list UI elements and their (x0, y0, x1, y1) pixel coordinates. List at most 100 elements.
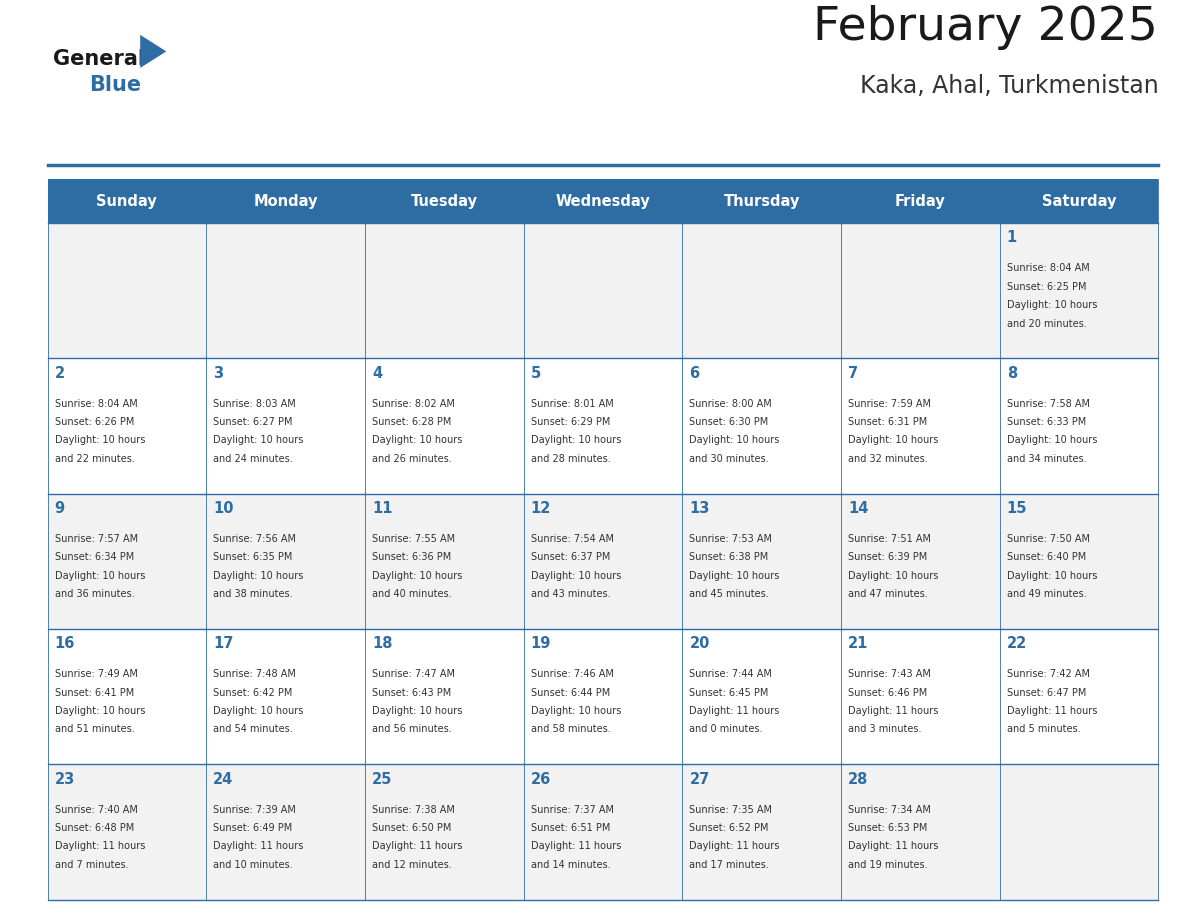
Text: Sunset: 6:30 PM: Sunset: 6:30 PM (689, 417, 769, 427)
Bar (841, 494, 999, 629)
Text: Sunrise: 8:04 AM: Sunrise: 8:04 AM (1006, 263, 1089, 274)
Text: and 24 minutes.: and 24 minutes. (214, 453, 293, 464)
Bar (999, 358, 1158, 494)
Bar (207, 179, 365, 223)
Text: Sunset: 6:37 PM: Sunset: 6:37 PM (531, 553, 611, 563)
Text: and 0 minutes.: and 0 minutes. (689, 724, 763, 734)
Bar (999, 179, 1158, 223)
Text: 7: 7 (848, 365, 858, 381)
Bar (524, 629, 682, 765)
Text: 10: 10 (214, 501, 234, 516)
Text: Sunset: 6:27 PM: Sunset: 6:27 PM (214, 417, 292, 427)
Text: February 2025: February 2025 (814, 6, 1158, 50)
Text: Sunrise: 7:49 AM: Sunrise: 7:49 AM (55, 669, 138, 679)
Bar (365, 179, 524, 223)
Text: Kaka, Ahal, Turkmenistan: Kaka, Ahal, Turkmenistan (860, 74, 1158, 98)
Text: Sunrise: 7:46 AM: Sunrise: 7:46 AM (531, 669, 613, 679)
Text: and 10 minutes.: and 10 minutes. (214, 860, 293, 869)
Text: Sunrise: 7:43 AM: Sunrise: 7:43 AM (848, 669, 931, 679)
Text: Daylight: 10 hours: Daylight: 10 hours (214, 571, 304, 581)
Text: Sunrise: 8:00 AM: Sunrise: 8:00 AM (689, 398, 772, 409)
Text: Sunrise: 7:42 AM: Sunrise: 7:42 AM (1006, 669, 1089, 679)
Text: Daylight: 10 hours: Daylight: 10 hours (531, 571, 621, 581)
Text: 17: 17 (214, 636, 234, 652)
Text: Daylight: 10 hours: Daylight: 10 hours (372, 571, 462, 581)
Bar (682, 179, 841, 223)
Text: Sunrise: 7:56 AM: Sunrise: 7:56 AM (214, 534, 296, 544)
Text: and 45 minutes.: and 45 minutes. (689, 589, 769, 599)
Text: 5: 5 (531, 365, 541, 381)
Text: Daylight: 10 hours: Daylight: 10 hours (55, 435, 145, 445)
Text: 28: 28 (848, 772, 868, 787)
Text: Daylight: 11 hours: Daylight: 11 hours (372, 842, 462, 851)
Text: Sunset: 6:49 PM: Sunset: 6:49 PM (214, 823, 292, 833)
Text: Thursday: Thursday (723, 194, 800, 208)
Text: Wednesday: Wednesday (556, 194, 650, 208)
Text: 6: 6 (689, 365, 700, 381)
Bar (524, 179, 682, 223)
Text: Sunrise: 8:01 AM: Sunrise: 8:01 AM (531, 398, 613, 409)
Text: and 5 minutes.: and 5 minutes. (1006, 724, 1080, 734)
Text: and 26 minutes.: and 26 minutes. (372, 453, 451, 464)
Text: Daylight: 10 hours: Daylight: 10 hours (55, 706, 145, 716)
Text: Sunset: 6:41 PM: Sunset: 6:41 PM (55, 688, 134, 698)
Bar (841, 765, 999, 900)
Text: Daylight: 11 hours: Daylight: 11 hours (848, 842, 939, 851)
Text: Daylight: 10 hours: Daylight: 10 hours (55, 571, 145, 581)
Text: Sunrise: 7:34 AM: Sunrise: 7:34 AM (848, 805, 931, 814)
Text: Sunrise: 7:59 AM: Sunrise: 7:59 AM (848, 398, 931, 409)
Bar (841, 358, 999, 494)
Text: and 14 minutes.: and 14 minutes. (531, 860, 611, 869)
Text: 23: 23 (55, 772, 75, 787)
Bar (682, 494, 841, 629)
Text: Daylight: 10 hours: Daylight: 10 hours (214, 435, 304, 445)
Text: Friday: Friday (895, 194, 946, 208)
Text: 16: 16 (55, 636, 75, 652)
Text: 15: 15 (1006, 501, 1028, 516)
Text: and 38 minutes.: and 38 minutes. (214, 589, 293, 599)
Bar (524, 358, 682, 494)
Text: and 20 minutes.: and 20 minutes. (1006, 319, 1087, 329)
Polygon shape (140, 35, 166, 68)
Text: and 43 minutes.: and 43 minutes. (531, 589, 611, 599)
Text: and 36 minutes.: and 36 minutes. (55, 589, 134, 599)
Bar (48, 494, 207, 629)
Text: and 17 minutes.: and 17 minutes. (689, 860, 769, 869)
Text: Sunset: 6:25 PM: Sunset: 6:25 PM (1006, 282, 1086, 292)
Bar (682, 223, 841, 358)
Text: 19: 19 (531, 636, 551, 652)
Bar (207, 494, 365, 629)
Text: Sunrise: 7:39 AM: Sunrise: 7:39 AM (214, 805, 296, 814)
Text: Daylight: 10 hours: Daylight: 10 hours (531, 435, 621, 445)
Text: Daylight: 10 hours: Daylight: 10 hours (214, 706, 304, 716)
Text: Sunset: 6:52 PM: Sunset: 6:52 PM (689, 823, 769, 833)
Text: and 51 minutes.: and 51 minutes. (55, 724, 134, 734)
Text: 9: 9 (55, 501, 65, 516)
Text: Sunrise: 7:48 AM: Sunrise: 7:48 AM (214, 669, 296, 679)
Bar (365, 358, 524, 494)
Text: Sunset: 6:31 PM: Sunset: 6:31 PM (848, 417, 928, 427)
Text: Daylight: 11 hours: Daylight: 11 hours (214, 842, 304, 851)
Text: Daylight: 11 hours: Daylight: 11 hours (1006, 706, 1098, 716)
Bar (524, 765, 682, 900)
Text: Sunset: 6:38 PM: Sunset: 6:38 PM (689, 553, 769, 563)
Text: Blue: Blue (89, 74, 141, 95)
Bar (682, 629, 841, 765)
Text: 3: 3 (214, 365, 223, 381)
Text: Sunset: 6:43 PM: Sunset: 6:43 PM (372, 688, 451, 698)
Text: Sunrise: 7:53 AM: Sunrise: 7:53 AM (689, 534, 772, 544)
Text: Sunrise: 8:04 AM: Sunrise: 8:04 AM (55, 398, 138, 409)
Text: Sunset: 6:42 PM: Sunset: 6:42 PM (214, 688, 292, 698)
Bar (841, 223, 999, 358)
Text: Daylight: 10 hours: Daylight: 10 hours (689, 435, 779, 445)
Text: and 58 minutes.: and 58 minutes. (531, 724, 611, 734)
Text: and 54 minutes.: and 54 minutes. (214, 724, 293, 734)
Text: and 28 minutes.: and 28 minutes. (531, 453, 611, 464)
Bar (999, 629, 1158, 765)
Text: Sunrise: 8:02 AM: Sunrise: 8:02 AM (372, 398, 455, 409)
Bar (682, 765, 841, 900)
Text: Daylight: 11 hours: Daylight: 11 hours (848, 706, 939, 716)
Text: Sunrise: 7:35 AM: Sunrise: 7:35 AM (689, 805, 772, 814)
Text: and 7 minutes.: and 7 minutes. (55, 860, 128, 869)
Text: Sunset: 6:40 PM: Sunset: 6:40 PM (1006, 553, 1086, 563)
